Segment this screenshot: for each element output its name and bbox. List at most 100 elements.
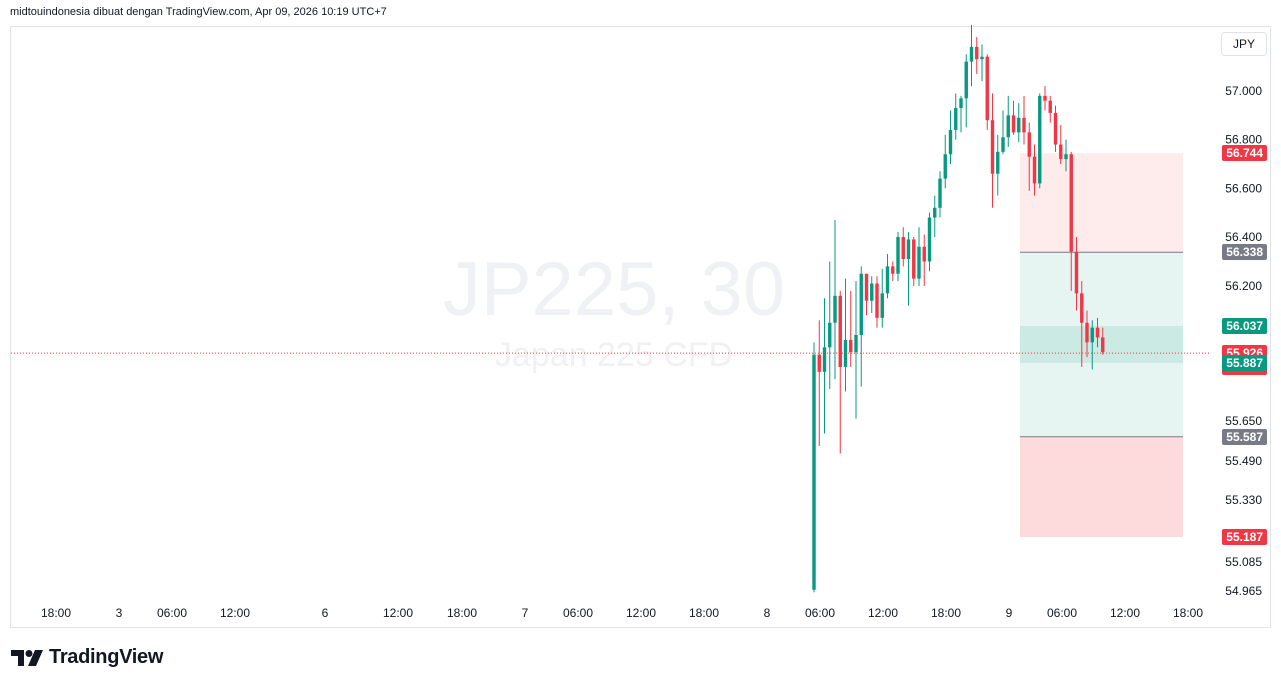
candle-body bbox=[854, 335, 858, 353]
candle-body bbox=[1048, 100, 1052, 113]
candle-body bbox=[1090, 327, 1094, 343]
candle-body bbox=[959, 98, 963, 109]
candle-body bbox=[990, 120, 995, 174]
candle-body bbox=[833, 295, 837, 323]
time-axis-label: 12:00 bbox=[220, 606, 250, 620]
price-tag-value: 56.338 bbox=[1226, 245, 1263, 260]
price-tag-level: 55.587 bbox=[1222, 428, 1267, 445]
tradingview-logo[interactable]: TradingView bbox=[11, 646, 163, 669]
time-axis-label: 06:00 bbox=[563, 606, 593, 620]
candle-body bbox=[1043, 95, 1047, 101]
stop-zone bbox=[1020, 153, 1183, 253]
candle-body bbox=[1027, 132, 1031, 157]
time-axis-label: 3 bbox=[116, 606, 123, 620]
price-axis-label: 56.200 bbox=[1225, 279, 1262, 293]
candle-body bbox=[870, 283, 874, 301]
price-axis-label: 56.800 bbox=[1225, 133, 1262, 147]
candle-body bbox=[849, 339, 853, 353]
time-axis-label: 18:00 bbox=[447, 606, 477, 620]
candle-body bbox=[927, 217, 932, 262]
price-tag-value: 56.744 bbox=[1226, 146, 1263, 161]
candle-body bbox=[1085, 322, 1089, 343]
candle-body bbox=[1080, 293, 1084, 323]
candle-body bbox=[917, 246, 921, 279]
candle-body bbox=[938, 178, 942, 208]
time-axis-label: 18:00 bbox=[41, 606, 71, 620]
candle-body bbox=[838, 295, 842, 367]
price-axis-label: 56.400 bbox=[1225, 230, 1262, 244]
time-axis-label: 12:00 bbox=[868, 606, 898, 620]
price-axis-label: 55.650 bbox=[1225, 414, 1262, 428]
candle-body bbox=[996, 151, 1000, 174]
candle-body bbox=[859, 273, 863, 335]
candle-body bbox=[864, 273, 869, 301]
time-axis-label: 18:00 bbox=[931, 606, 961, 620]
candle-body bbox=[885, 266, 890, 294]
candle-body bbox=[1059, 144, 1063, 160]
price-tag-bid: 56.037 bbox=[1222, 317, 1267, 334]
candle-body bbox=[1053, 112, 1058, 145]
time-axis-label: 8 bbox=[764, 606, 771, 620]
candle-body bbox=[896, 237, 900, 274]
candle-body bbox=[948, 129, 953, 155]
candle-body bbox=[954, 108, 958, 130]
candle-body bbox=[922, 246, 926, 262]
currency-button[interactable]: JPY bbox=[1221, 32, 1267, 56]
candle-body bbox=[822, 347, 827, 372]
candle-body bbox=[875, 283, 879, 318]
candle-body bbox=[1101, 337, 1105, 353]
candle-body bbox=[1017, 117, 1021, 133]
time-axis-label: 12:00 bbox=[626, 606, 656, 620]
time-axis-label: 18:00 bbox=[1173, 606, 1203, 620]
time-axis-label: 6 bbox=[322, 606, 329, 620]
candle-body bbox=[817, 354, 821, 372]
candle-body bbox=[1095, 327, 1100, 338]
price-tag-value: 55.187 bbox=[1226, 530, 1263, 544]
price-axis-label: 55.085 bbox=[1225, 555, 1262, 569]
price-tag-target: 55.187 bbox=[1222, 529, 1267, 545]
watermark-description: Japan 225 CFD bbox=[495, 336, 733, 374]
candle-body bbox=[1032, 156, 1037, 184]
time-axis-label: 06:00 bbox=[157, 606, 187, 620]
price-tag-value: 56.037 bbox=[1226, 318, 1263, 333]
price-axis-label: 56.600 bbox=[1225, 181, 1262, 195]
candle-body bbox=[891, 266, 895, 274]
candle-body bbox=[980, 56, 984, 60]
chart-caption: midtouindonesia dibuat dengan TradingVie… bbox=[10, 6, 387, 18]
price-axis-label: 55.330 bbox=[1225, 493, 1262, 507]
candle-body bbox=[1069, 154, 1073, 252]
candle-body bbox=[1074, 251, 1079, 294]
time-axis-label: 12:00 bbox=[1110, 606, 1140, 620]
chart-frame[interactable] bbox=[10, 26, 1271, 628]
candle-body bbox=[975, 46, 979, 60]
candle-body bbox=[906, 239, 911, 260]
time-axis-label: 06:00 bbox=[805, 606, 835, 620]
candle-body bbox=[1011, 115, 1016, 133]
candle-body bbox=[828, 322, 832, 348]
price-tag-value: 55.587 bbox=[1226, 429, 1263, 444]
watermark-symbol: JP225, 30 bbox=[443, 247, 785, 332]
candle-body bbox=[1038, 95, 1042, 184]
price-tag-entry: 56.338 bbox=[1222, 244, 1267, 261]
tradingview-logo-text: TradingView bbox=[49, 646, 164, 668]
candle-body bbox=[812, 354, 816, 590]
price-tag-ask: 55.887 bbox=[1222, 354, 1267, 371]
candle-body bbox=[901, 237, 905, 260]
price-axis-label: 57.000 bbox=[1225, 84, 1262, 98]
candle-body bbox=[880, 293, 884, 318]
price-axis-label: 55.490 bbox=[1225, 454, 1262, 468]
price-axis-label: 54.965 bbox=[1225, 584, 1262, 598]
time-axis-label: 7 bbox=[522, 606, 529, 620]
candle-body bbox=[933, 207, 937, 218]
price-tag-stop: 56.744 bbox=[1222, 145, 1267, 162]
time-axis-label: 06:00 bbox=[1047, 606, 1077, 620]
candle-body bbox=[1064, 154, 1068, 160]
time-axis-label: 18:00 bbox=[689, 606, 719, 620]
price-tag-value: 55.887 bbox=[1226, 355, 1263, 370]
candle-body bbox=[1022, 117, 1026, 133]
candle-body bbox=[985, 56, 989, 121]
candle-body bbox=[969, 46, 974, 62]
tradingview-logo-icon bbox=[11, 649, 43, 666]
time-axis-label: 9 bbox=[1006, 606, 1013, 620]
